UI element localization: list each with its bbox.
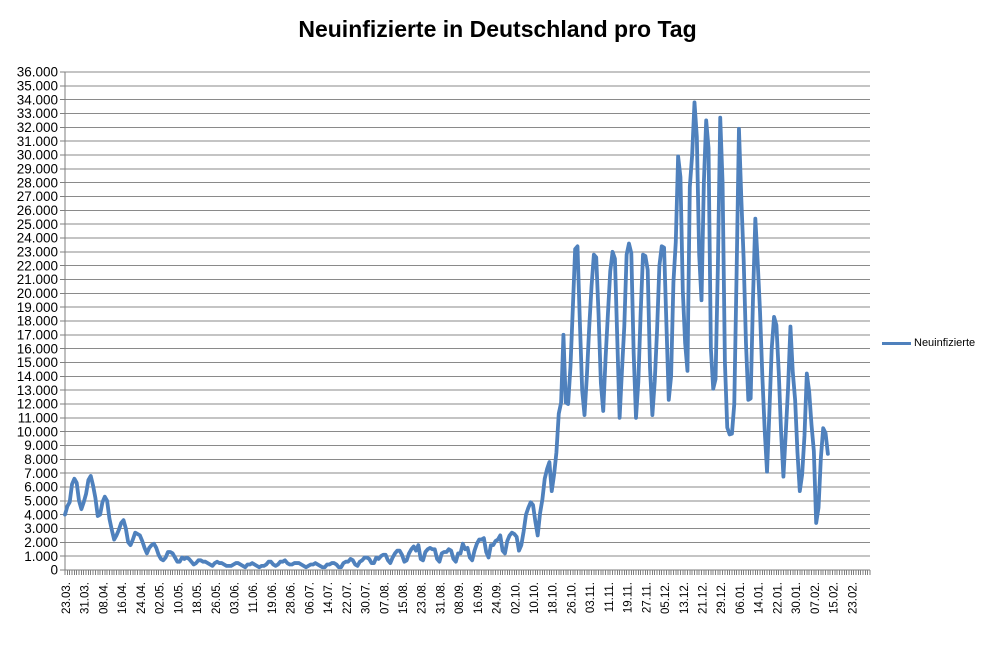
- svg-text:05.12.: 05.12.: [660, 582, 672, 614]
- svg-text:19.06.: 19.06.: [267, 582, 279, 614]
- svg-text:24.000: 24.000: [17, 231, 58, 246]
- svg-text:14.01.: 14.01.: [754, 582, 766, 614]
- svg-text:27.000: 27.000: [17, 189, 58, 204]
- svg-text:29.12.: 29.12.: [716, 582, 728, 614]
- svg-text:20.000: 20.000: [17, 286, 58, 301]
- svg-text:15.08.: 15.08.: [398, 582, 410, 614]
- svg-text:8.000: 8.000: [24, 452, 58, 467]
- svg-text:3.000: 3.000: [24, 521, 58, 536]
- axes: [60, 71, 871, 575]
- svg-text:23.08.: 23.08.: [417, 582, 429, 614]
- svg-text:31.000: 31.000: [17, 134, 58, 149]
- svg-text:24.04.: 24.04.: [136, 582, 148, 614]
- svg-text:15.02.: 15.02.: [829, 582, 841, 614]
- svg-text:28.06.: 28.06.: [286, 582, 298, 614]
- svg-text:2.000: 2.000: [24, 535, 58, 550]
- svg-text:0: 0: [50, 563, 58, 578]
- svg-text:11.06.: 11.06.: [248, 582, 260, 613]
- svg-text:4.000: 4.000: [24, 507, 58, 522]
- legend-line-swatch: [882, 341, 911, 345]
- svg-text:06.01.: 06.01.: [735, 582, 747, 614]
- svg-text:10.10.: 10.10.: [529, 582, 541, 614]
- svg-text:30.07.: 30.07.: [361, 582, 373, 614]
- svg-text:32.000: 32.000: [17, 120, 58, 135]
- svg-text:30.01.: 30.01.: [791, 582, 803, 614]
- svg-text:24.09.: 24.09.: [492, 582, 504, 614]
- svg-text:31.08.: 31.08.: [435, 582, 447, 614]
- svg-text:23.000: 23.000: [17, 244, 58, 259]
- svg-text:9.000: 9.000: [24, 438, 58, 453]
- svg-text:35.000: 35.000: [17, 78, 58, 93]
- x-axis-labels: 23.03. 31.03. 08.04. 16.04. 24.04. 02.05. 10.0…: [61, 582, 859, 614]
- svg-text:22.01.: 22.01.: [772, 582, 784, 614]
- svg-text:7.000: 7.000: [24, 466, 58, 481]
- svg-text:15.000: 15.000: [17, 355, 58, 370]
- svg-text:26.000: 26.000: [17, 203, 58, 218]
- svg-text:07.08.: 07.08.: [379, 582, 391, 614]
- svg-text:28.000: 28.000: [17, 175, 58, 190]
- svg-text:11.11.: 11.11.: [604, 582, 616, 612]
- svg-text:36.000: 36.000: [17, 65, 58, 80]
- svg-text:10.000: 10.000: [17, 424, 58, 439]
- svg-text:26.05.: 26.05.: [211, 582, 223, 614]
- gridlines: [65, 71, 870, 557]
- svg-text:29.000: 29.000: [17, 161, 58, 176]
- svg-text:13.000: 13.000: [17, 383, 58, 398]
- svg-text:14.07.: 14.07.: [323, 582, 335, 614]
- svg-text:17.000: 17.000: [17, 327, 58, 342]
- series-line-neuinfizierte: [63, 100, 830, 570]
- svg-text:30.000: 30.000: [17, 148, 58, 163]
- svg-text:21.12.: 21.12.: [698, 582, 710, 614]
- svg-text:23.03.: 23.03.: [61, 582, 73, 614]
- svg-text:13.12.: 13.12.: [679, 582, 691, 614]
- chart-title: Neuinfizierte in Deutschland pro Tag: [298, 16, 697, 42]
- svg-text:6.000: 6.000: [24, 480, 58, 495]
- svg-text:16.09.: 16.09.: [473, 582, 485, 614]
- svg-text:33.000: 33.000: [17, 106, 58, 121]
- svg-text:19.000: 19.000: [17, 300, 58, 315]
- svg-text:18.000: 18.000: [17, 314, 58, 329]
- svg-text:02.05.: 02.05.: [155, 582, 167, 614]
- svg-text:22.000: 22.000: [17, 258, 58, 273]
- svg-text:03.06.: 03.06.: [229, 582, 241, 614]
- svg-text:18.10.: 18.10.: [548, 582, 560, 614]
- svg-text:02.10.: 02.10.: [510, 582, 522, 614]
- svg-text:31.03.: 31.03.: [80, 582, 92, 614]
- svg-text:03.11.: 03.11.: [585, 582, 597, 613]
- legend-label: Neuinfizierte: [914, 337, 976, 349]
- svg-text:08.04.: 08.04.: [98, 582, 110, 614]
- svg-text:10.05.: 10.05.: [173, 582, 185, 614]
- svg-text:23.02.: 23.02.: [847, 582, 859, 614]
- legend: Neuinfizierte: [882, 337, 975, 349]
- svg-text:27.11.: 27.11.: [641, 582, 653, 613]
- svg-text:21.000: 21.000: [17, 272, 58, 287]
- svg-text:22.07.: 22.07.: [342, 582, 354, 614]
- svg-text:16.000: 16.000: [17, 341, 58, 356]
- svg-text:08.09.: 08.09.: [454, 582, 466, 614]
- svg-text:26.10.: 26.10.: [566, 582, 578, 614]
- svg-text:5.000: 5.000: [24, 493, 58, 508]
- y-axis-labels: 01.0002.0003.0004.0005.0006.0007.0008.00…: [17, 65, 58, 578]
- svg-text:16.04.: 16.04.: [117, 582, 129, 614]
- svg-text:18.05.: 18.05.: [192, 582, 204, 614]
- svg-text:12.000: 12.000: [17, 397, 58, 412]
- svg-text:34.000: 34.000: [17, 92, 58, 107]
- svg-text:07.02.: 07.02.: [810, 582, 822, 614]
- svg-text:25.000: 25.000: [17, 217, 58, 232]
- svg-text:11.000: 11.000: [18, 410, 58, 425]
- svg-text:14.000: 14.000: [17, 369, 58, 384]
- svg-text:1.000: 1.000: [24, 549, 58, 564]
- svg-text:06.07.: 06.07.: [304, 582, 316, 614]
- svg-text:19.11.: 19.11.: [623, 582, 635, 613]
